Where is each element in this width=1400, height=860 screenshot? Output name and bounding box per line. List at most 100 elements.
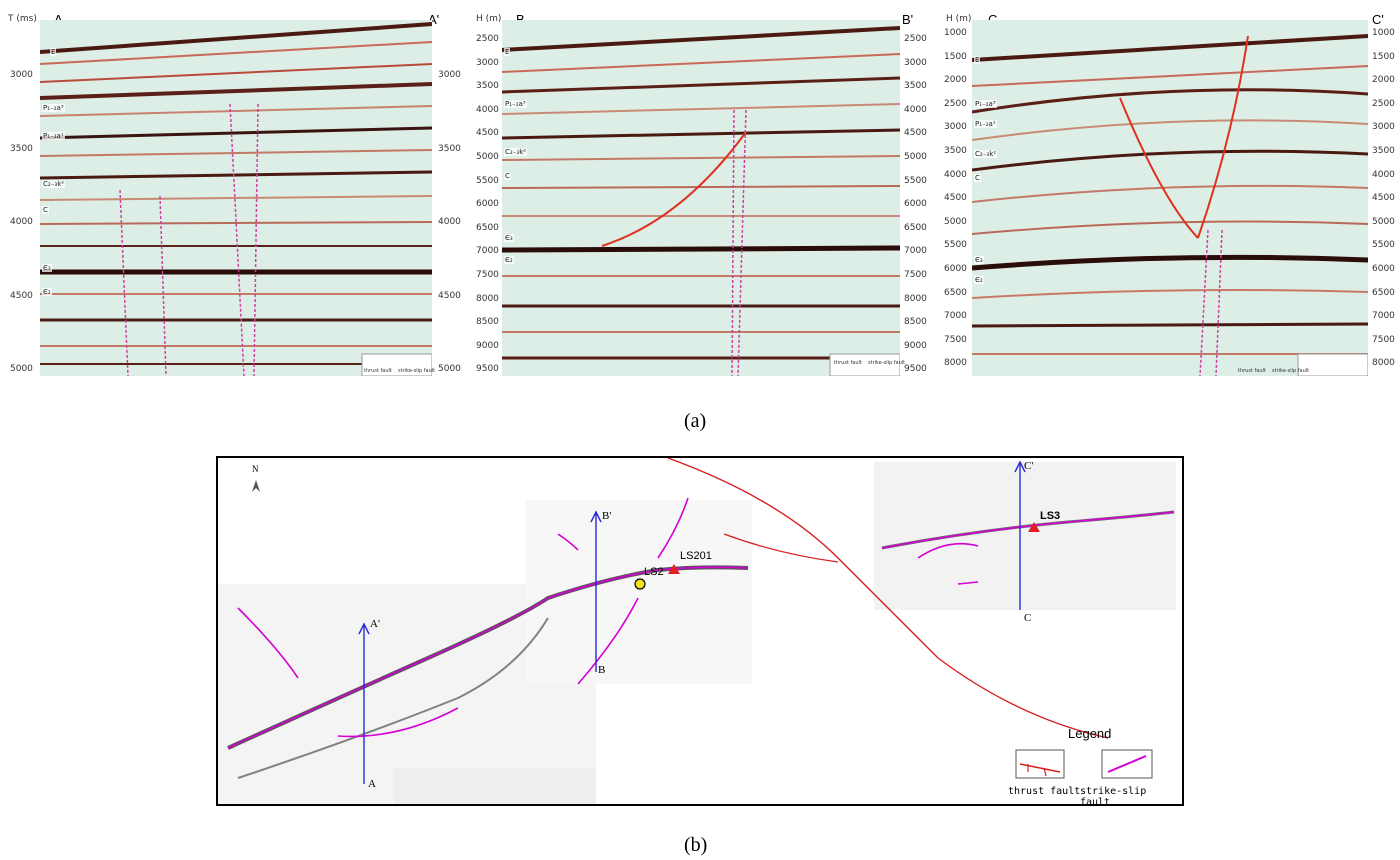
tick-label: 7000	[1372, 311, 1395, 322]
horizon-label: C	[504, 172, 511, 180]
north-arrow-icon	[252, 480, 260, 492]
tick-label: 9000	[476, 340, 499, 351]
well-label-ls2: LS2	[644, 566, 664, 578]
seismic-image-a	[40, 20, 432, 376]
endpoint-a-prime: A'	[428, 12, 440, 27]
tick-label: 9000	[904, 340, 927, 351]
tick-label: 7000	[904, 246, 927, 257]
tick-label: 6000	[1372, 264, 1395, 274]
tick-label: 1500	[1372, 51, 1395, 62]
tick-label: 7000	[476, 246, 499, 257]
panel-legend-thrust: thrust fault	[1238, 368, 1266, 374]
tick-label: 1500	[944, 51, 967, 62]
map-label-b-prime: B'	[602, 510, 612, 522]
horizon-label: C₂₋₃k²	[42, 180, 66, 188]
strike-slip-faults-a	[119, 103, 259, 376]
horizon-label: Є₂	[42, 288, 52, 296]
tick-label: 4500	[944, 193, 967, 204]
thrust-fault-b	[601, 131, 747, 247]
horizon-label: C	[974, 174, 981, 182]
legend-thrust-label: thrust fault	[1008, 786, 1081, 797]
panel-legend-strike: strike-slip fault	[398, 368, 436, 374]
legend-thrust-icon	[1019, 763, 1061, 773]
map-label-c-prime: C'	[1024, 460, 1034, 472]
tick-label: 4500	[476, 128, 499, 139]
horizon-label: P₁₋₂a³	[974, 100, 997, 108]
tick-label: 3500	[944, 146, 967, 156]
tick-label: 5000	[1372, 216, 1395, 227]
tick-label: 5500	[904, 175, 927, 186]
tick-label: 4000	[904, 104, 927, 115]
tick-label: 6000	[904, 199, 927, 210]
horizon-label: Є₃	[42, 264, 52, 272]
tick-label: 5500	[1372, 240, 1395, 251]
horizon-label: P₁₋₂a³	[42, 104, 65, 112]
horizon-label: Є₃	[504, 234, 514, 242]
seismic-profiles-row: T (ms) A A'	[0, 0, 1400, 380]
tick-label: 3000	[944, 122, 967, 133]
tick-label: 6500	[476, 222, 499, 233]
figure-label-b: (b)	[684, 834, 708, 856]
tick-label: 4000	[1372, 169, 1395, 180]
tick-label: 2500	[904, 34, 927, 44]
tick-label: 4000	[476, 104, 499, 115]
tick-label: 5500	[476, 175, 499, 186]
attribute-slice-c	[874, 462, 1176, 610]
tick-label: 3000	[1372, 122, 1395, 133]
well-ls201	[668, 564, 680, 574]
tick-label: 7500	[1372, 334, 1395, 345]
horizon-label: C₂₋₃k²	[974, 150, 998, 158]
tick-label: 5000	[10, 364, 33, 374]
tick-label: 1000	[944, 28, 967, 38]
tick-label: 2500	[1372, 98, 1395, 109]
tick-label: 3500	[10, 144, 33, 154]
horizon-label: P₁₋₂a³	[504, 100, 527, 108]
map-label-b: B	[598, 664, 606, 676]
tick-label: 5500	[944, 240, 967, 251]
seismic-panel-c: H (m) C C'	[940, 8, 1400, 378]
panel-legend-thrust: thrust fault	[364, 368, 392, 374]
figure-label-a: (a)	[684, 410, 707, 432]
tick-label: 4000	[944, 169, 967, 180]
tick-label: 8000	[944, 358, 967, 369]
panel-legend-c: thrust fault strike-slip fault	[1236, 354, 1314, 374]
tick-label: 8000	[476, 293, 499, 304]
legend-strike-label: strike-slip fault	[1080, 786, 1147, 808]
seismic-image-b	[502, 20, 900, 376]
tick-label: 3000	[438, 70, 461, 80]
tick-label: 9500	[476, 364, 499, 375]
attribute-slice-b	[526, 500, 752, 684]
tick-label: 2000	[944, 75, 967, 86]
fault-map-svg	[218, 458, 1176, 804]
reflection-layers-a	[40, 22, 432, 365]
endpoint-c: C	[988, 12, 998, 27]
well-label-ls3: LS3	[1040, 510, 1061, 522]
horizon-label: Є₃	[974, 256, 984, 264]
tick-label: 2000	[1372, 75, 1395, 86]
axis-title-a: T (ms)	[8, 14, 37, 24]
endpoint-c-prime: C'	[1372, 12, 1384, 27]
tick-label: 3500	[1372, 146, 1395, 156]
tick-label: 3000	[476, 57, 499, 68]
tick-label: 3500	[438, 144, 461, 154]
tick-label: 9500	[904, 364, 927, 375]
tick-label: 7000	[944, 311, 967, 322]
horizon-label: E	[974, 56, 981, 64]
panel-legend-thrust: thrust fault	[834, 360, 862, 366]
tick-label: 6500	[904, 222, 927, 233]
thrust-fault-c-west	[1119, 97, 1199, 239]
horizon-label: Є₂	[504, 256, 514, 264]
horizon-label: P₁₋₂a¹	[974, 120, 997, 128]
tick-label: 5000	[904, 152, 927, 162]
map-label-c: C	[1024, 612, 1032, 624]
seismic-image-c	[972, 20, 1368, 376]
tick-label: 8000	[1372, 358, 1395, 369]
tick-label: 7500	[476, 270, 499, 280]
tick-label: 6000	[476, 199, 499, 210]
seismic-panel-a: T (ms) A A'	[0, 8, 461, 378]
tick-label: 7500	[904, 270, 927, 280]
tick-label: 6500	[944, 287, 967, 298]
tick-label: 8500	[476, 317, 499, 328]
tick-label: 4000	[10, 217, 33, 227]
panel-legend-strike: strike-slip fault	[868, 360, 906, 366]
